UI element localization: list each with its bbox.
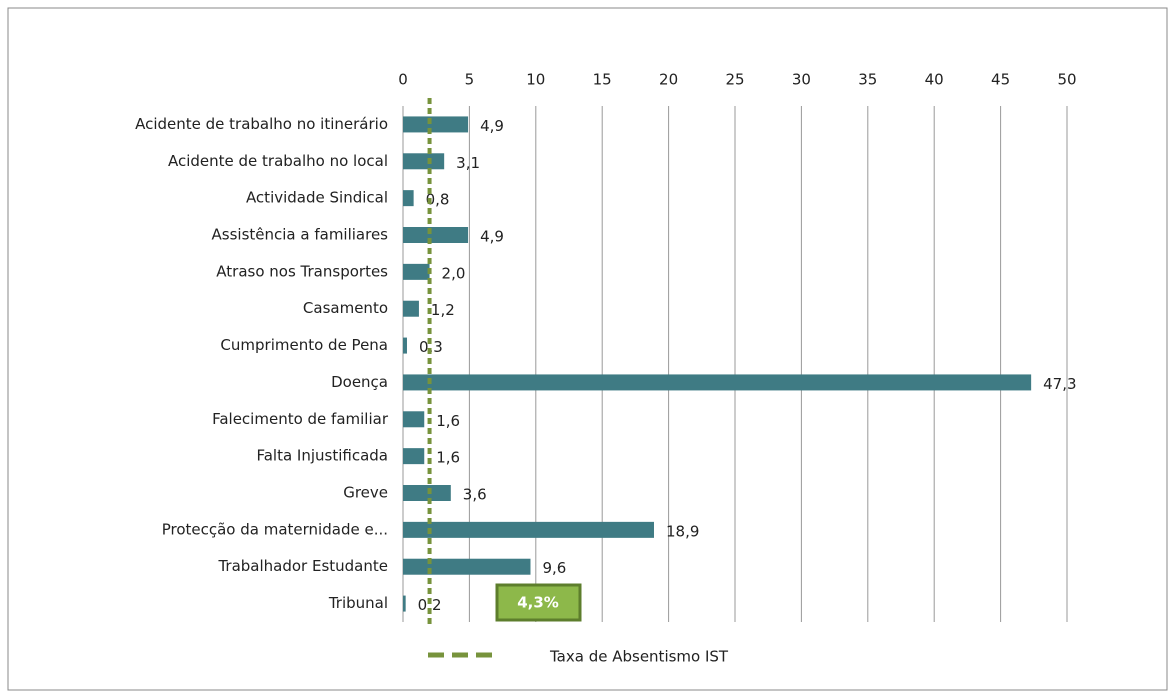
x-tick-label: 35 (858, 71, 877, 89)
bar (403, 521, 654, 538)
y-tick-label: Doença (331, 373, 388, 391)
bar (403, 558, 531, 575)
frame (7, 7, 1168, 691)
bar (403, 263, 430, 280)
data-label: 1,6 (436, 412, 460, 430)
bar (403, 153, 445, 170)
bar (403, 448, 425, 465)
y-tick-label: Assistência a familiares (212, 226, 389, 244)
bar (403, 374, 1032, 391)
data-label: 4,9 (480, 117, 504, 135)
x-tick-label: 15 (593, 71, 612, 89)
bar (403, 485, 451, 501)
data-label: 18,9 (666, 522, 699, 540)
bar (403, 411, 425, 428)
y-tick-label: Greve (343, 484, 388, 502)
y-tick-label: Cumprimento de Pena (220, 336, 388, 354)
y-tick-label: Falecimento de familiar (212, 410, 389, 428)
y-tick-label: Casamento (303, 299, 388, 317)
y-tick-label: Acidente de trabalho no local (168, 152, 388, 170)
data-label: 1,2 (431, 301, 455, 319)
x-tick-label: 20 (659, 71, 678, 89)
data-label: 0,3 (419, 338, 443, 356)
legend-label: Taxa de Absentismo IST (549, 648, 729, 666)
bar (403, 227, 469, 243)
data-label: 4,9 (480, 228, 504, 246)
data-label: 3,6 (463, 486, 487, 504)
y-tick-label: Acidente de trabalho no itinerário (135, 115, 388, 133)
bar (403, 190, 414, 207)
x-tick-label: 10 (526, 71, 545, 89)
y-tick-label: Tribunal (328, 594, 388, 612)
y-tick-label: Trabalhador Estudante (217, 557, 388, 575)
data-label: 3,1 (456, 154, 480, 172)
bar (403, 595, 406, 612)
x-tick-label: 50 (1057, 71, 1076, 89)
x-tick-label: 5 (465, 71, 475, 89)
y-tick-label: Falta Injustificada (256, 447, 388, 465)
bar (403, 116, 469, 133)
x-tick-label: 45 (991, 71, 1010, 89)
data-label: 47,3 (1043, 375, 1076, 393)
annotation: 4,3% (517, 594, 559, 612)
annotation-box (495, 583, 582, 622)
bar (403, 337, 407, 354)
x-tick-label: 0 (398, 71, 408, 89)
data-label: 0,8 (426, 191, 450, 209)
data-label: 1,6 (436, 449, 460, 467)
x-tick-label: 30 (792, 71, 811, 89)
y-tick-label: Atraso nos Transportes (216, 262, 388, 280)
x-tick-label: 40 (925, 71, 944, 89)
y-tick-label: Protecção da maternidade e... (162, 520, 388, 538)
data-label: 0,2 (418, 596, 442, 614)
data-label: 9,6 (542, 559, 566, 577)
x-tick-label: 25 (725, 71, 744, 89)
data-label: 2,0 (442, 264, 466, 282)
y-tick-label: Actividade Sindical (246, 189, 388, 207)
bar (403, 300, 419, 317)
